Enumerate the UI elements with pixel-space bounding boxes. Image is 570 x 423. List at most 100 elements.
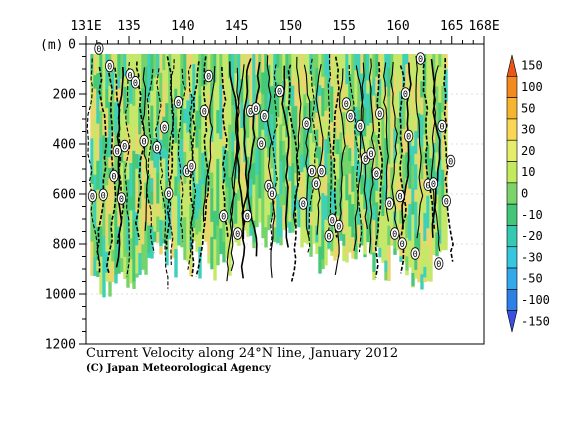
velocity-cell	[198, 128, 202, 152]
colorbar-swatch	[506, 225, 518, 248]
velocity-cell	[423, 54, 427, 87]
velocity-cell	[411, 81, 415, 116]
velocity-cell	[237, 200, 241, 221]
velocity-cell	[93, 268, 97, 277]
velocity-cell	[93, 54, 97, 76]
velocity-cell	[414, 164, 418, 191]
velocity-cell	[159, 159, 163, 193]
velocity-cell	[429, 70, 433, 109]
velocity-cell	[282, 205, 286, 228]
velocity-cell	[237, 189, 241, 202]
velocity-cell	[144, 182, 148, 200]
velocity-cell	[141, 201, 145, 215]
velocity-field	[90, 54, 448, 298]
velocity-cell	[303, 167, 307, 181]
velocity-cell	[111, 232, 115, 251]
velocity-cell	[156, 74, 160, 92]
contour-line	[189, 61, 200, 277]
velocity-cell	[225, 218, 229, 232]
velocity-cell	[117, 258, 121, 274]
velocity-cell	[366, 80, 370, 94]
velocity-cell	[171, 54, 175, 70]
contour-label: 0	[377, 110, 382, 120]
y-tick-label: 400	[53, 138, 76, 153]
velocity-cell	[429, 123, 433, 159]
velocity-cell	[381, 253, 385, 263]
velocity-cell	[414, 201, 418, 235]
velocity-cell	[129, 163, 133, 197]
contour-label-box	[120, 139, 130, 153]
velocity-cell	[270, 168, 274, 193]
velocity-cell	[99, 54, 103, 78]
velocity-cell	[393, 95, 397, 129]
velocity-cell	[438, 229, 442, 245]
velocity-cell	[408, 138, 412, 156]
velocity-cell	[195, 147, 199, 185]
velocity-cell	[327, 183, 331, 218]
velocity-cell	[129, 54, 133, 74]
x-tick-label: 165	[440, 19, 463, 34]
velocity-cell	[279, 194, 283, 208]
velocity-cell	[135, 90, 139, 128]
velocity-cell	[336, 179, 340, 217]
velocity-cell	[129, 141, 133, 164]
velocity-cell	[435, 232, 439, 257]
velocity-cell	[441, 85, 445, 113]
colorbar-label: 100	[521, 80, 543, 94]
velocity-cell	[177, 113, 181, 130]
velocity-cell	[255, 174, 259, 203]
velocity-cell	[150, 54, 154, 92]
velocity-cell	[99, 273, 103, 295]
contour-label: 0	[431, 180, 436, 190]
velocity-cell	[138, 134, 142, 155]
velocity-cell	[195, 54, 199, 76]
velocity-cell	[348, 173, 352, 195]
velocity-cell	[105, 107, 109, 138]
velocity-cell	[342, 245, 346, 262]
velocity-cell	[375, 76, 379, 94]
velocity-cell	[183, 183, 187, 218]
velocity-cell	[207, 255, 211, 264]
velocity-cell	[114, 274, 118, 284]
velocity-cell	[417, 82, 421, 103]
contour-label: 0	[221, 213, 226, 223]
velocity-cell	[216, 192, 220, 226]
velocity-cell	[291, 54, 295, 74]
velocity-cell	[345, 174, 349, 201]
velocity-cell	[141, 177, 145, 203]
velocity-cell	[180, 139, 184, 176]
velocity-cell	[294, 105, 298, 138]
velocity-cell	[111, 104, 115, 133]
velocity-cell	[249, 54, 253, 91]
velocity-cell	[243, 78, 247, 115]
contour-label-box	[366, 147, 376, 160]
velocity-cell	[213, 117, 217, 150]
velocity-cell	[126, 251, 130, 288]
contour-label-box	[112, 144, 122, 158]
contour-label-box	[400, 87, 411, 100]
velocity-cell	[138, 253, 142, 275]
velocity-cell	[276, 54, 280, 68]
velocity-cell	[201, 54, 205, 87]
velocity-cell	[183, 141, 187, 153]
velocity-cell	[123, 113, 127, 149]
velocity-cell	[126, 216, 130, 252]
contour-label-box	[130, 76, 141, 89]
contour-label: 0	[253, 105, 258, 115]
velocity-cell	[153, 77, 157, 91]
contour-label-box	[446, 154, 456, 168]
velocity-cell	[216, 225, 220, 259]
contour-label-box	[346, 109, 356, 123]
velocity-cell	[99, 138, 103, 171]
contour-label: 0	[259, 140, 264, 150]
velocity-cell	[393, 248, 397, 255]
velocity-cell	[207, 93, 211, 127]
contour-line	[114, 67, 125, 246]
contour-label: 0	[392, 230, 397, 240]
velocity-cell	[120, 150, 124, 163]
velocity-cell	[300, 204, 304, 219]
velocity-cell	[330, 122, 334, 161]
velocity-cell	[306, 229, 310, 245]
velocity-cell	[129, 196, 133, 211]
